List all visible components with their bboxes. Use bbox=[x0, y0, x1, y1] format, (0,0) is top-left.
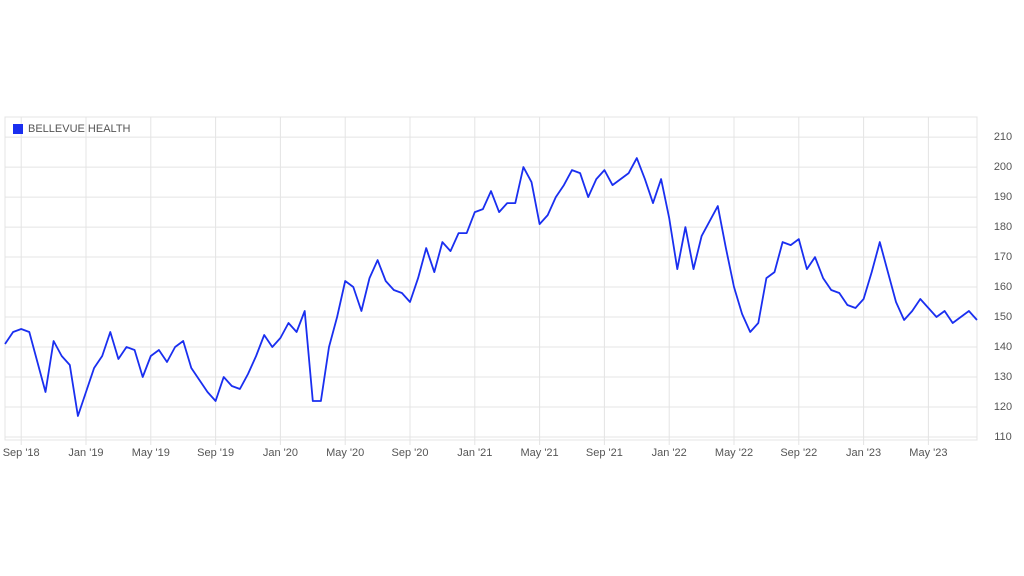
y-tick-label: 150 bbox=[994, 311, 1012, 323]
x-tick-label: Sep '22 bbox=[780, 447, 817, 459]
x-tick-label: Sep '21 bbox=[586, 447, 623, 459]
x-tick-label: Sep '20 bbox=[392, 447, 429, 459]
y-tick-label: 210 bbox=[994, 131, 1012, 143]
y-tick-label: 130 bbox=[994, 371, 1012, 383]
x-tick-label: May '21 bbox=[521, 447, 559, 459]
x-tick-label: May '20 bbox=[326, 447, 364, 459]
x-tick-label: Jan '19 bbox=[68, 447, 103, 459]
y-tick-label: 120 bbox=[994, 401, 1012, 413]
y-tick-label: 170 bbox=[994, 251, 1012, 263]
x-tick-label: May '22 bbox=[715, 447, 753, 459]
y-tick-label: 140 bbox=[994, 341, 1012, 353]
x-tick-label: Sep '19 bbox=[197, 447, 234, 459]
x-tick-label: Jan '23 bbox=[846, 447, 881, 459]
y-tick-label: 160 bbox=[994, 281, 1012, 293]
y-tick-label: 200 bbox=[994, 161, 1012, 173]
x-tick-label: Jan '21 bbox=[457, 447, 492, 459]
legend-label: BELLEVUE HEALTH bbox=[28, 123, 131, 135]
legend-swatch bbox=[13, 124, 23, 134]
line-series bbox=[4, 157, 978, 417]
plot-frame bbox=[4, 116, 978, 441]
x-tick-label: Jan '22 bbox=[652, 447, 687, 459]
x-tick-label: May '19 bbox=[132, 447, 170, 459]
y-tick-label: 110 bbox=[994, 431, 1012, 443]
x-tick-label: Sep '18 bbox=[3, 447, 40, 459]
y-tick-label: 180 bbox=[994, 221, 1012, 233]
x-tick-label: Jan '20 bbox=[263, 447, 298, 459]
x-tick-label: May '23 bbox=[909, 447, 947, 459]
y-tick-label: 190 bbox=[994, 191, 1012, 203]
